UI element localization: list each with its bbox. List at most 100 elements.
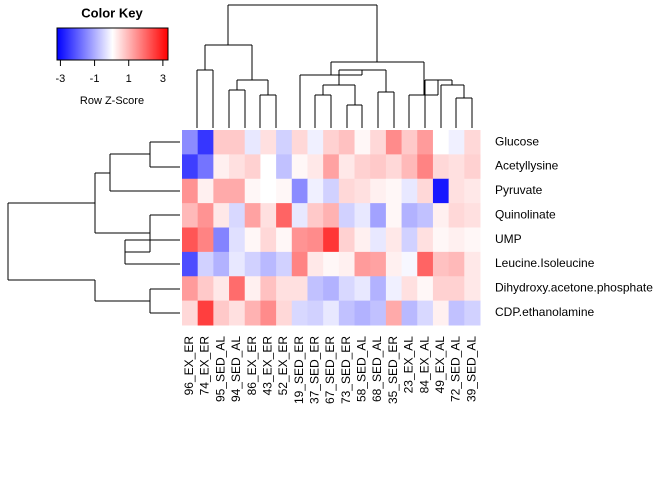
- column-label: 58_SED_AL: [355, 336, 369, 402]
- heatmap-cell: [307, 130, 324, 155]
- heatmap-cell: [370, 203, 387, 228]
- color-key: [56, 27, 169, 61]
- heatmap-cell: [432, 154, 450, 180]
- heatmap-cell: [276, 300, 293, 326]
- heatmap-cell: [323, 178, 340, 204]
- heatmap-cell: [229, 178, 246, 204]
- heatmap-cell: [244, 154, 261, 180]
- heatmap-cell: [244, 300, 261, 326]
- heatmap-cell: [354, 154, 371, 180]
- column-label: 95_SED_AL: [213, 336, 227, 402]
- heatmap-cell: [307, 227, 324, 253]
- column-label: 86_EX_ER: [245, 336, 259, 396]
- heatmap-cell: [401, 203, 418, 228]
- column-label: 43_EX_ER: [260, 336, 274, 396]
- key-label: Row Z-Score: [80, 95, 144, 107]
- heatmap-cell: [291, 300, 308, 326]
- heatmap-cell: [276, 154, 293, 180]
- heatmap-cell: [370, 130, 387, 155]
- heatmap-cell: [197, 203, 214, 228]
- heatmap-cell: [432, 227, 450, 253]
- heatmap-cell: [197, 276, 214, 302]
- heatmap-cell: [244, 178, 261, 204]
- heatmap-cell: [307, 178, 324, 204]
- heatmap-cell: [276, 203, 293, 228]
- heatmap-cell: [354, 251, 371, 277]
- row-label: CDP.ethanolamine: [495, 305, 595, 319]
- heatmap-cell: [213, 276, 230, 302]
- heatmap-cell: [448, 203, 465, 228]
- heatmap-cell: [417, 251, 434, 277]
- heatmap-cell: [417, 276, 434, 302]
- key-tick-label: 1: [126, 73, 132, 85]
- heatmap-cell: [182, 130, 199, 155]
- heatmap-cell: [244, 251, 261, 277]
- heatmap-cell: [385, 227, 403, 253]
- heatmap-cell: [464, 300, 481, 326]
- heatmap-cell: [260, 154, 277, 180]
- column-label: 68_SED_AL: [370, 336, 384, 402]
- heatmap-cell: [385, 154, 403, 180]
- heatmap-cell: [323, 203, 340, 228]
- heatmap-cell: [385, 276, 403, 302]
- heatmap-cell: [354, 276, 371, 302]
- column-label: 52_EX_ER: [276, 336, 290, 396]
- heatmap-cell: [338, 203, 356, 228]
- heatmap-cell: [417, 203, 434, 228]
- heatmap-cell: [244, 203, 261, 228]
- heatmap-cell: [432, 300, 450, 326]
- heatmap-cell: [448, 300, 465, 326]
- heatmap-cell: [229, 300, 246, 326]
- heatmap-cell: [401, 154, 418, 180]
- heatmap-cell: [417, 178, 434, 204]
- row-label: Pyruvate: [495, 183, 543, 197]
- heatmap-cell: [260, 130, 277, 155]
- heatmap-cell: [182, 203, 199, 228]
- heatmap-cell: [464, 276, 481, 302]
- heatmap-cell: [338, 178, 356, 204]
- heatmap-cell: [197, 154, 214, 180]
- heatmap-cell: [291, 276, 308, 302]
- heatmap-cell: [197, 251, 214, 277]
- heatmap-cell: [464, 154, 481, 180]
- key-tick-label: -3: [56, 73, 66, 85]
- heatmap-cell: [276, 276, 293, 302]
- heatmap-cell: [354, 178, 371, 204]
- heatmap-cell: [213, 227, 230, 253]
- heatmap-cell: [464, 178, 481, 204]
- heatmap-cell: [338, 130, 356, 155]
- heatmap-cell: [417, 154, 434, 180]
- heatmap-cell: [182, 276, 199, 302]
- heatmap-cell: [432, 203, 450, 228]
- heatmap-cell: [260, 300, 277, 326]
- key-title: Color Key: [81, 5, 143, 20]
- heatmap-cell: [182, 300, 199, 326]
- heatmap-cell: [370, 227, 387, 253]
- heatmap-cell: [229, 130, 246, 155]
- heatmap-cell: [385, 300, 403, 326]
- row-label: Quinolinate: [495, 207, 556, 221]
- heatmap-cell: [338, 154, 356, 180]
- heatmap-cell: [291, 251, 308, 277]
- heatmap-cell: [276, 178, 293, 204]
- heatmap-cell: [276, 227, 293, 253]
- heatmap-cell: [213, 154, 230, 180]
- heatmap-cell: [432, 251, 450, 277]
- heatmap-cell: [260, 276, 277, 302]
- heatmap-cell: [229, 276, 246, 302]
- heatmap-cell: [307, 251, 324, 277]
- heatmap-cell: [338, 276, 356, 302]
- heatmap-cell: [354, 300, 371, 326]
- heatmap-cell: [197, 300, 214, 326]
- heatmap-cell: [464, 130, 481, 155]
- heatmap-cell: [338, 227, 356, 253]
- heatmap-cell: [401, 227, 418, 253]
- heatmap-cell: [260, 178, 277, 204]
- heatmap-cell: [276, 130, 293, 155]
- column-label: 94_SED_AL: [229, 336, 243, 402]
- heatmap-cell: [244, 276, 261, 302]
- heatmap-cell: [432, 276, 450, 302]
- heatmap-cell: [401, 276, 418, 302]
- heatmap-cell: [448, 154, 465, 180]
